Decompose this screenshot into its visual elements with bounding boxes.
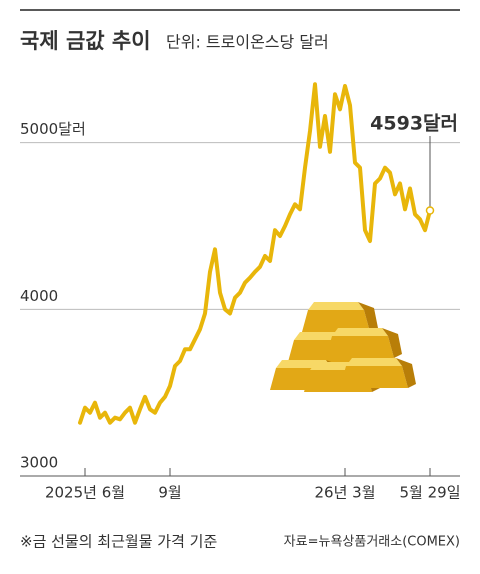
gold-bar (326, 328, 402, 358)
footnote: ※금 선물의 최근월물 가격 기준 (20, 533, 217, 551)
x-tick-label: 5월 29일 (400, 484, 461, 502)
gold-bar (340, 358, 416, 388)
y-tick-label: 5000달러 (20, 120, 86, 138)
y-tick-label: 3000 (20, 454, 58, 472)
y-tick-label: 4000 (20, 287, 58, 305)
chart-subtitle: 단위: 트로이온스당 달러 (166, 33, 329, 52)
annotation: 4593달러 (370, 113, 458, 135)
gold-bar (302, 302, 378, 332)
price-line (78, 82, 432, 425)
end-point (425, 206, 435, 215)
x-tick-label: 2025년 6월 (45, 484, 125, 502)
x-tick-label: 9월 (158, 484, 181, 502)
chart-title: 국제 금값 추이 (20, 29, 151, 53)
x-tick-label: 26년 3월 (315, 484, 376, 502)
gold-bars-illustration (270, 302, 416, 392)
source: 자료=뉴욕상품거래소(COMEX) (284, 535, 460, 550)
